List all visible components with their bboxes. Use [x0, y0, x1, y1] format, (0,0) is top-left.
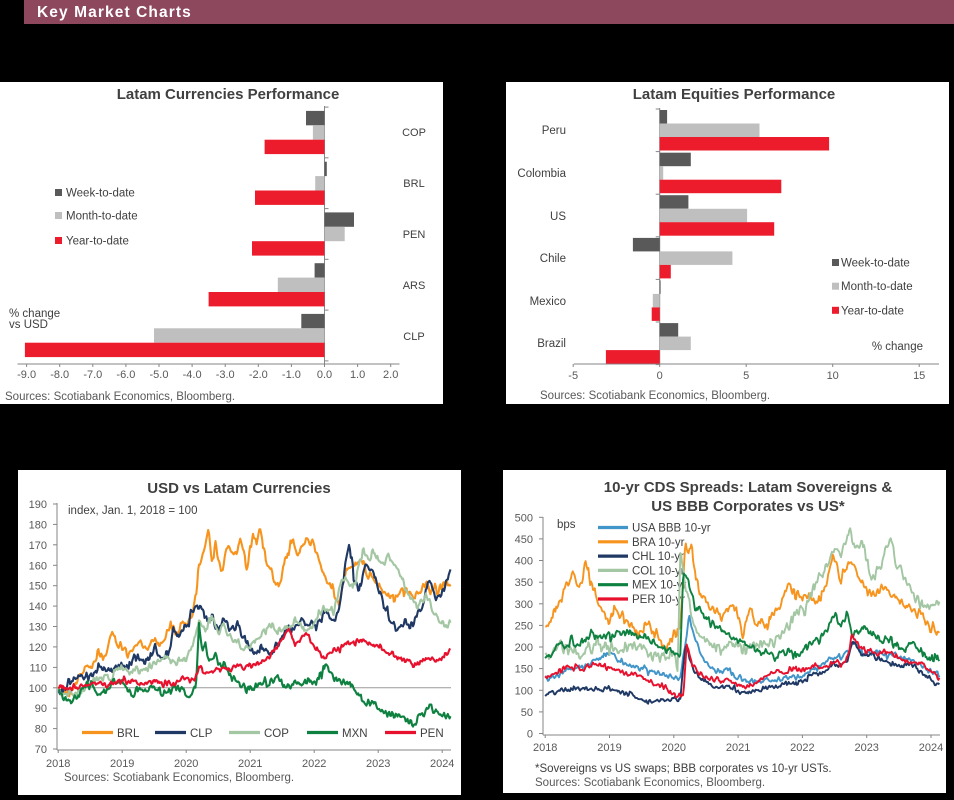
svg-text:-3.0: -3.0 [216, 369, 235, 381]
svg-text:-9.0: -9.0 [17, 369, 36, 381]
svg-text:US BBB Corporates vs US*: US BBB Corporates vs US* [651, 498, 845, 515]
svg-text:500: 500 [515, 512, 533, 524]
svg-text:1.0: 1.0 [350, 369, 365, 381]
svg-text:COL 10-yr: COL 10-yr [632, 565, 685, 577]
svg-text:5: 5 [743, 370, 749, 382]
svg-text:120: 120 [29, 642, 47, 654]
svg-text:2022: 2022 [790, 742, 814, 754]
svg-text:80: 80 [35, 724, 47, 736]
svg-text:2023: 2023 [366, 758, 390, 770]
svg-text:130: 130 [29, 622, 47, 634]
svg-text:Month-to-date: Month-to-date [66, 211, 138, 223]
svg-text:-2.0: -2.0 [249, 369, 268, 381]
svg-text:CHL 10-yr: CHL 10-yr [632, 551, 684, 563]
svg-text:190: 190 [29, 499, 47, 511]
svg-text:Month-to-date: Month-to-date [841, 281, 913, 293]
svg-text:-8.0: -8.0 [50, 369, 69, 381]
svg-text:COP: COP [402, 127, 426, 139]
svg-text:PEN: PEN [403, 229, 426, 241]
svg-text:2020: 2020 [662, 742, 686, 754]
svg-text:-7.0: -7.0 [83, 369, 102, 381]
svg-text:2018: 2018 [533, 742, 557, 754]
svg-text:BRL: BRL [117, 728, 140, 740]
svg-text:50: 50 [521, 707, 533, 719]
svg-text:2024: 2024 [919, 742, 943, 754]
svg-text:Mexico: Mexico [530, 296, 566, 308]
svg-text:Latam Equities Performance: Latam Equities Performance [633, 86, 836, 103]
svg-text:Brazil: Brazil [537, 338, 566, 350]
svg-text:170: 170 [29, 540, 47, 552]
svg-text:% change: % change [9, 308, 60, 320]
svg-text:CLP: CLP [190, 728, 213, 740]
svg-text:COP: COP [264, 728, 289, 740]
svg-text:0: 0 [657, 370, 663, 382]
svg-text:PER 10-yr: PER 10-yr [632, 594, 685, 606]
svg-text:Year-to-date: Year-to-date [66, 236, 129, 248]
svg-text:2023: 2023 [854, 742, 878, 754]
svg-text:0.0: 0.0 [317, 369, 332, 381]
svg-text:Sources: Scotiabank Economics,: Sources: Scotiabank Economics, Bloomberg… [5, 391, 235, 403]
svg-text:2019: 2019 [597, 742, 621, 754]
svg-text:2022: 2022 [302, 758, 326, 770]
svg-text:400: 400 [515, 556, 533, 568]
svg-text:140: 140 [29, 601, 47, 613]
svg-text:2.0: 2.0 [383, 369, 398, 381]
svg-text:USD vs Latam Currencies: USD vs Latam Currencies [147, 480, 330, 497]
svg-text:bps: bps [557, 519, 576, 531]
svg-text:160: 160 [29, 560, 47, 572]
svg-text:MXN: MXN [342, 728, 368, 740]
svg-text:CLP: CLP [403, 331, 424, 343]
svg-text:*Sovereigns vs US swaps; BBB c: *Sovereigns vs US swaps; BBB corporates … [535, 763, 832, 775]
svg-text:2021: 2021 [238, 758, 262, 770]
svg-text:70: 70 [35, 744, 47, 756]
svg-text:-5.0: -5.0 [150, 369, 169, 381]
svg-text:PEN: PEN [420, 728, 444, 740]
svg-text:MEX 10-yr: MEX 10-yr [632, 580, 686, 592]
svg-text:110: 110 [29, 662, 47, 674]
svg-text:Latam Currencies Performance: Latam Currencies Performance [117, 86, 340, 103]
svg-text:100: 100 [29, 683, 47, 695]
svg-text:vs USD: vs USD [9, 319, 48, 331]
svg-text:BRA 10-yr: BRA 10-yr [632, 537, 685, 549]
svg-text:180: 180 [29, 519, 47, 531]
svg-text:300: 300 [515, 599, 533, 611]
svg-text:150: 150 [29, 581, 47, 593]
svg-text:index, Jan. 1, 2018 = 100: index, Jan. 1, 2018 = 100 [68, 505, 197, 517]
svg-text:Colombia: Colombia [517, 168, 566, 180]
svg-text:ARS: ARS [403, 280, 426, 292]
svg-text:350: 350 [515, 577, 533, 589]
svg-text:Week-to-date: Week-to-date [841, 258, 910, 270]
svg-text:Peru: Peru [542, 125, 566, 137]
svg-text:10: 10 [827, 370, 839, 382]
svg-text:2020: 2020 [174, 758, 198, 770]
svg-text:US: US [550, 211, 566, 223]
svg-text:-1.0: -1.0 [282, 369, 301, 381]
svg-text:2019: 2019 [110, 758, 134, 770]
svg-text:2024: 2024 [430, 758, 454, 770]
svg-text:Year-to-date: Year-to-date [841, 305, 904, 317]
svg-text:Sources: Scotiabank Economics,: Sources: Scotiabank Economics, Bloomberg… [64, 772, 294, 784]
svg-text:250: 250 [515, 620, 533, 632]
svg-text:10-yr CDS Spreads: Latam Sover: 10-yr CDS Spreads: Latam Sovereigns & [604, 479, 893, 496]
svg-text:2021: 2021 [726, 742, 750, 754]
svg-text:200: 200 [515, 642, 533, 654]
svg-text:15: 15 [913, 370, 925, 382]
svg-text:% change: % change [872, 341, 923, 353]
svg-text:2018: 2018 [46, 758, 70, 770]
svg-text:USA BBB 10-yr: USA BBB 10-yr [632, 523, 711, 535]
svg-text:-4.0: -4.0 [183, 369, 202, 381]
svg-text:450: 450 [515, 534, 533, 546]
svg-text:100: 100 [515, 685, 533, 697]
svg-text:150: 150 [515, 664, 533, 676]
svg-text:Week-to-date: Week-to-date [66, 188, 135, 200]
svg-text:0: 0 [527, 729, 533, 741]
svg-text:BRL: BRL [403, 178, 424, 190]
svg-text:Sources: Scotiabank Economics,: Sources: Scotiabank Economics, Bloomberg… [535, 777, 765, 789]
svg-text:Sources: Scotiabank Economics,: Sources: Scotiabank Economics, Bloomberg… [540, 390, 770, 402]
svg-text:-6.0: -6.0 [116, 369, 135, 381]
svg-text:-5: -5 [568, 370, 578, 382]
svg-text:Chile: Chile [540, 253, 566, 265]
svg-text:90: 90 [35, 703, 47, 715]
